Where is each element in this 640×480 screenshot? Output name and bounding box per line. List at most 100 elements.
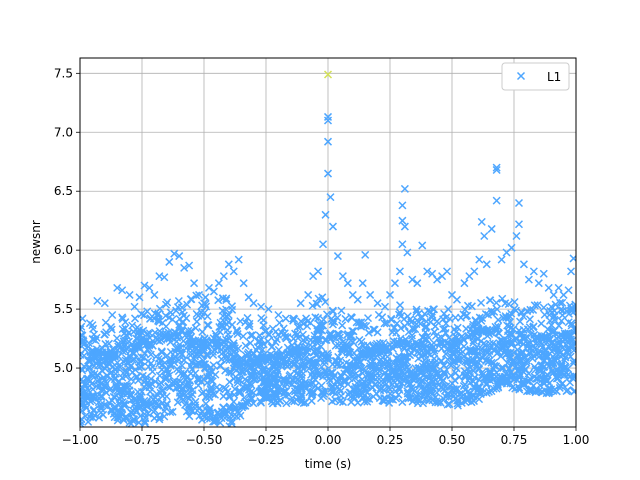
data-point (219, 272, 228, 281)
data-point (291, 349, 300, 358)
data-point (529, 267, 538, 276)
data-point (235, 362, 244, 371)
data-point (321, 336, 330, 345)
data-point (297, 378, 306, 387)
data-point (343, 348, 352, 357)
y-tick-label: 6.0 (54, 243, 73, 257)
data-point (112, 334, 121, 343)
data-point (497, 255, 506, 264)
data-point (416, 384, 425, 393)
data-point (328, 306, 337, 315)
data-point (237, 368, 246, 377)
data-point (379, 386, 388, 395)
data-point (383, 352, 392, 361)
data-point (531, 365, 540, 374)
data-point (437, 333, 446, 342)
data-point (95, 376, 104, 385)
data-point (554, 283, 563, 292)
y-tick-label: 6.5 (54, 184, 73, 198)
data-point (313, 366, 322, 375)
data-point (463, 311, 472, 320)
data-point (208, 390, 217, 399)
data-point (138, 371, 147, 380)
data-point (155, 371, 164, 380)
data-point (170, 249, 179, 258)
data-point (223, 387, 232, 396)
data-point (516, 357, 525, 366)
data-point (268, 362, 277, 371)
data-point (185, 261, 194, 270)
data-point (277, 351, 287, 360)
data-point (88, 348, 97, 357)
data-point (523, 333, 532, 342)
data-point (139, 326, 148, 335)
data-point (352, 384, 361, 393)
data-point (554, 371, 563, 380)
data-point (262, 370, 271, 379)
data-point (334, 352, 343, 361)
data-point (221, 350, 230, 359)
data-point (112, 383, 121, 392)
data-point (479, 339, 488, 348)
data-point (296, 317, 306, 326)
data-point (334, 341, 343, 350)
data-point (360, 350, 369, 359)
data-point (336, 361, 345, 370)
axis-ticks: −1.00 −0.75 −0.50 −0.25 0.00 0.25 0.50 0.75 1.00… (54, 66, 589, 447)
legend-box (501, 62, 570, 91)
data-point (102, 356, 111, 365)
data-point (242, 366, 251, 375)
data-point (313, 339, 322, 348)
data-point (256, 397, 265, 406)
data-point (118, 313, 127, 322)
data-point (177, 303, 187, 312)
data-point (192, 291, 201, 300)
data-point (306, 379, 315, 388)
data-point (177, 327, 186, 336)
data-point (509, 371, 519, 380)
data-point (484, 310, 493, 319)
data-point (145, 333, 154, 343)
data-point (481, 309, 490, 319)
data-point (362, 394, 372, 403)
data-point (562, 387, 571, 396)
data-point (394, 390, 403, 399)
data-point (337, 306, 346, 315)
x-tick-label: 0.50 (439, 433, 466, 447)
legend: L1 (501, 62, 570, 91)
data-point (465, 368, 474, 377)
data-point (268, 324, 277, 333)
data-point (338, 321, 347, 330)
data-point (172, 344, 181, 353)
data-point (165, 383, 174, 392)
data-point (398, 398, 407, 407)
data-point (151, 397, 160, 406)
data-point (236, 388, 245, 397)
data-point (293, 363, 302, 372)
data-point (132, 395, 141, 404)
data-point (235, 376, 244, 385)
data-point (384, 375, 393, 384)
data-point (523, 307, 532, 316)
data-point (272, 389, 281, 398)
data-point (463, 396, 472, 405)
data-point (504, 313, 513, 322)
data-point (301, 398, 310, 407)
data-point (408, 397, 417, 406)
data-point (283, 343, 292, 352)
data-point (255, 387, 264, 396)
data-point (105, 385, 114, 394)
data-point (130, 343, 139, 352)
data-point (380, 319, 389, 328)
data-point (430, 328, 439, 337)
data-point (140, 383, 149, 392)
data-point (208, 377, 217, 386)
data-point (218, 294, 228, 303)
data-point (331, 341, 340, 350)
data-point (412, 305, 421, 314)
data-point (162, 366, 172, 375)
data-point (90, 352, 99, 362)
data-point (459, 342, 468, 351)
data-point (539, 303, 548, 312)
data-point (290, 358, 299, 367)
